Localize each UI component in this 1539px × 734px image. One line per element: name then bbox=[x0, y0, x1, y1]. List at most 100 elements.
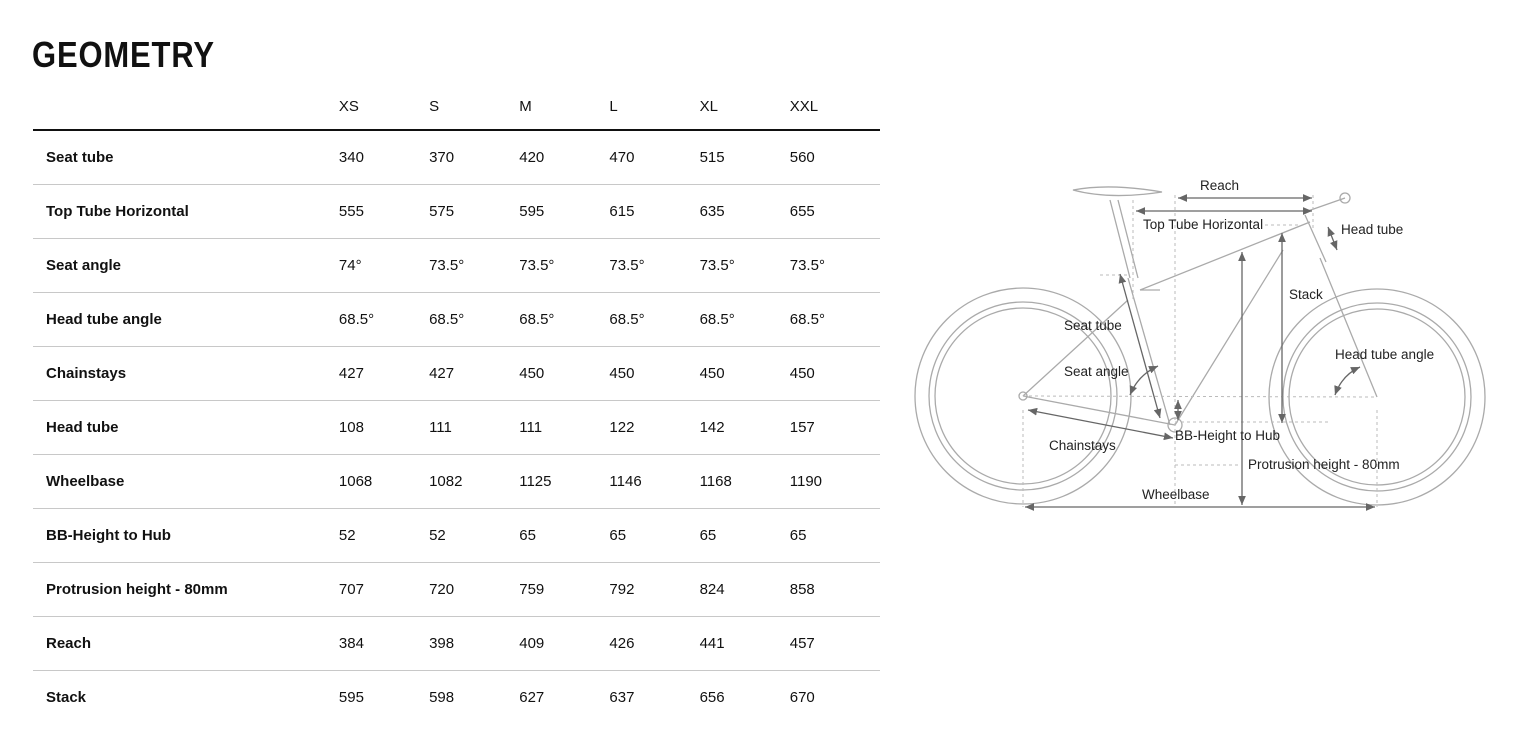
cell-value: 450 bbox=[699, 346, 790, 401]
label-wheelbase: Wheelbase bbox=[1142, 487, 1210, 502]
row-label: Protrusion height - 80mm bbox=[33, 562, 339, 617]
cell-value: 68.5° bbox=[519, 292, 610, 347]
table-row: Top Tube Horizontal 555 575 595 615 635 655 bbox=[33, 184, 880, 239]
cell-value: 792 bbox=[609, 562, 700, 617]
cell-value: 615 bbox=[609, 184, 700, 239]
cell-value: 398 bbox=[429, 616, 520, 671]
cell-value: 65 bbox=[609, 508, 700, 563]
geometry-table: XS S M L XL XXL Seat tube 340 370 420 470 515… bbox=[33, 84, 880, 724]
cell-value: 824 bbox=[699, 562, 790, 617]
cell-value: 111 bbox=[429, 400, 520, 455]
header-empty bbox=[33, 84, 339, 131]
cell-value: 74° bbox=[338, 238, 430, 293]
cell-value: 656 bbox=[699, 689, 725, 706]
table-row: Reach 384 398 409 426 441 457 bbox=[33, 616, 880, 671]
row-label: Head tube bbox=[33, 400, 339, 455]
cell-value: 73.5° bbox=[429, 238, 520, 293]
head-tube-angle-arc bbox=[1334, 366, 1361, 396]
cell-value: 108 bbox=[338, 400, 430, 455]
table-row: Seat tube 340 370 420 470 515 560 bbox=[33, 130, 880, 185]
cell-value: 427 bbox=[429, 346, 520, 401]
cell-value: 122 bbox=[609, 400, 700, 455]
row-label: Top Tube Horizontal bbox=[33, 184, 339, 239]
row-label: Head tube angle bbox=[33, 292, 339, 347]
cell-value: 52 bbox=[338, 508, 430, 563]
cell-value: 560 bbox=[789, 130, 880, 185]
cell-value: 450 bbox=[609, 346, 700, 401]
table-row: Chainstays 427 427 450 450 450 450 bbox=[33, 346, 880, 401]
cell-value: 68.5° bbox=[429, 292, 520, 347]
cell-value: 707 bbox=[338, 562, 430, 617]
cell-value: 637 bbox=[609, 689, 635, 706]
cell-value: 441 bbox=[699, 616, 790, 671]
cell-value: 595 bbox=[338, 689, 364, 706]
cell-value: 142 bbox=[699, 400, 790, 455]
row-label: Wheelbase bbox=[33, 454, 339, 509]
cell-value: 555 bbox=[338, 184, 430, 239]
cell-value: 370 bbox=[429, 130, 520, 185]
cell-value: 575 bbox=[429, 184, 520, 239]
cell-value: 457 bbox=[789, 616, 880, 671]
cell-value: 670 bbox=[789, 689, 815, 706]
label-protrusion: Protrusion height - 80mm bbox=[1248, 457, 1400, 472]
page-title: GEOMETRY bbox=[32, 34, 215, 75]
cell-value: 65 bbox=[789, 508, 880, 563]
row-label: Seat tube bbox=[33, 130, 339, 185]
label-head-tube: Head tube bbox=[1341, 222, 1404, 237]
cell-value: 68.5° bbox=[609, 292, 700, 347]
table-row: Stack 595 598 627 637 656 670 bbox=[33, 671, 880, 725]
seat-angle-arc bbox=[1129, 365, 1159, 396]
label-stack: Stack bbox=[1289, 287, 1323, 302]
cell-value: 858 bbox=[789, 562, 880, 617]
table-row: Head tube angle 68.5° 68.5° 68.5° 68.5° 68.5°… bbox=[33, 292, 880, 347]
cell-value: 73.5° bbox=[699, 238, 790, 293]
cell-value: 73.5° bbox=[609, 238, 700, 293]
cell-value: 450 bbox=[519, 346, 610, 401]
cell-value: 68.5° bbox=[338, 292, 430, 347]
cell-value: 68.5° bbox=[789, 292, 880, 347]
header-size: L bbox=[609, 84, 700, 131]
header-size: XS bbox=[338, 84, 430, 131]
bike-drawing bbox=[914, 186, 1486, 511]
row-label: Stack bbox=[46, 689, 87, 706]
row-label: BB-Height to Hub bbox=[33, 508, 339, 563]
cell-value: 340 bbox=[338, 130, 430, 185]
table-row: Head tube 108 111 111 122 142 157 bbox=[33, 400, 880, 455]
row-label: Seat angle bbox=[33, 238, 339, 293]
cell-value: 73.5° bbox=[519, 238, 610, 293]
cell-value: 409 bbox=[519, 616, 610, 671]
row-label: Chainstays bbox=[33, 346, 339, 401]
header-size: S bbox=[429, 84, 520, 131]
cell-value: 1190 bbox=[789, 454, 880, 509]
label-top-tube: Top Tube Horizontal bbox=[1143, 217, 1264, 232]
cell-value: 427 bbox=[338, 346, 430, 401]
cell-value: 68.5° bbox=[699, 292, 790, 347]
row-label: Reach bbox=[33, 616, 339, 671]
table-row: Wheelbase 1068 1082 1125 1146 1168 1190 bbox=[33, 454, 880, 509]
cell-value: 384 bbox=[338, 616, 430, 671]
label-head-tube-angle: Head tube angle bbox=[1335, 347, 1435, 362]
bike-geometry-diagram: Reach Top Tube Horizontal Head tube Stac… bbox=[900, 170, 1520, 530]
cell-value: 627 bbox=[519, 689, 545, 706]
cell-value: 470 bbox=[609, 130, 700, 185]
cell-value: 52 bbox=[429, 508, 520, 563]
frame bbox=[1022, 197, 1378, 426]
label-chainstays: Chainstays bbox=[1049, 438, 1116, 453]
cell-value: 1168 bbox=[699, 454, 790, 509]
label-reach: Reach bbox=[1200, 178, 1240, 193]
table-header-row: XS S M L XL XXL bbox=[33, 84, 880, 131]
cell-value: 1146 bbox=[609, 454, 700, 509]
saddle bbox=[1072, 186, 1163, 197]
cell-value: 111 bbox=[519, 400, 610, 455]
cell-value: 420 bbox=[519, 130, 610, 185]
chainstays-arrow bbox=[1027, 407, 1174, 441]
cell-value: 73.5° bbox=[789, 238, 880, 293]
label-bb-height: BB-Height to Hub bbox=[1175, 428, 1281, 443]
label-seat-angle: Seat angle bbox=[1064, 364, 1129, 379]
cell-value: 157 bbox=[789, 400, 880, 455]
cell-value: 450 bbox=[789, 346, 880, 401]
header-size: XXL bbox=[789, 84, 880, 131]
cell-value: 598 bbox=[429, 689, 455, 706]
table-row: Seat angle 74° 73.5° 73.5° 73.5° 73.5° 73.5° bbox=[33, 238, 880, 293]
cell-value: 635 bbox=[699, 184, 790, 239]
